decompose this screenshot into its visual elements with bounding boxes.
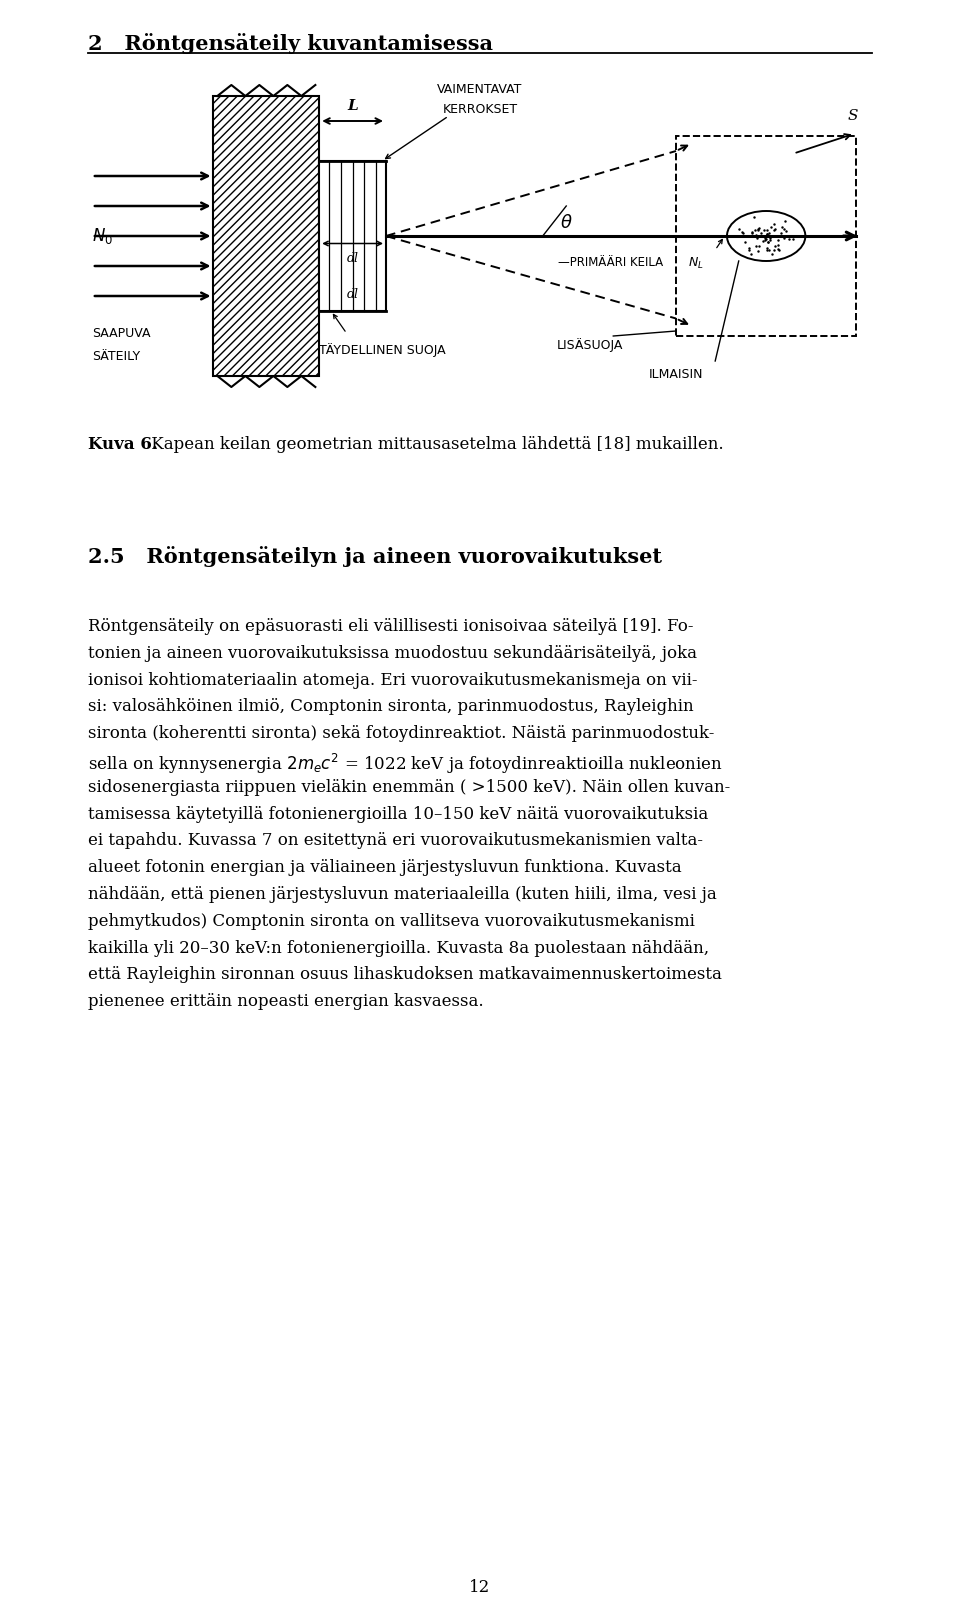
Text: 2.5   Röntgensäteilyn ja aineen vuorovaikutukset: 2.5 Röntgensäteilyn ja aineen vuorovaiku… <box>88 546 662 567</box>
Text: sella on kynnysenergia $2m_ec^2$ = 1022 keV ja fotoydinreaktioilla nukleonien: sella on kynnysenergia $2m_ec^2$ = 1022 … <box>88 751 723 776</box>
Text: S: S <box>847 110 857 123</box>
Text: Kuva 6.: Kuva 6. <box>88 436 157 453</box>
Text: LISÄSUOJA: LISÄSUOJA <box>557 338 623 353</box>
Polygon shape <box>213 96 320 376</box>
Text: VAIMENTAVAT: VAIMENTAVAT <box>438 84 522 97</box>
Text: ionisoi kohtiomateriaalin atomeja. Eri vuorovaikutusmekanismeja on vii-: ionisoi kohtiomateriaalin atomeja. Eri v… <box>88 672 698 688</box>
Text: $\theta$: $\theta$ <box>560 214 572 232</box>
Polygon shape <box>320 160 386 311</box>
Text: nähdään, että pienen järjestysluvun materiaaleilla (kuten hiili, ilma, vesi ja: nähdään, että pienen järjestysluvun mate… <box>88 886 717 903</box>
Text: sironta (koherentti sironta) sekä fotoydinreaktiot. Näistä parinmuodostuk-: sironta (koherentti sironta) sekä fotoyd… <box>88 725 714 742</box>
Text: alueet fotonin energian ja väliaineen järjestysluvun funktiona. Kuvasta: alueet fotonin energian ja väliaineen jä… <box>88 860 682 876</box>
Text: $N_L$: $N_L$ <box>687 256 704 270</box>
Text: $N_0$: $N_0$ <box>92 227 113 246</box>
Text: dl: dl <box>347 253 359 266</box>
Text: ei tapahdu. Kuvassa 7 on esitettynä eri vuorovaikutusmekanismien valta-: ei tapahdu. Kuvassa 7 on esitettynä eri … <box>88 832 703 850</box>
Text: sidosenergiasta riippuen vieläkin enemmän ( >1500 keV). Näin ollen kuvan-: sidosenergiasta riippuen vieläkin enemmä… <box>88 779 731 797</box>
Text: että Rayleighin sironnan osuus lihaskudoksen matkavaimennuskertoimesta: että Rayleighin sironnan osuus lihaskudo… <box>88 967 722 983</box>
Text: dl: dl <box>347 288 359 301</box>
Text: ILMAISIN: ILMAISIN <box>649 369 704 382</box>
Text: pienenee erittäin nopeasti energian kasvaessa.: pienenee erittäin nopeasti energian kasv… <box>88 992 484 1010</box>
Text: Röntgensäteily on epäsuorasti eli välillisesti ionisoivaa säteilyä [19]. Fo-: Röntgensäteily on epäsuorasti eli välill… <box>88 618 693 635</box>
Text: TÄYDELLINEN SUOJA: TÄYDELLINEN SUOJA <box>319 343 445 358</box>
Text: Kapean keilan geometrian mittausasetelma lähdettä [18] mukaillen.: Kapean keilan geometrian mittausasetelma… <box>146 436 724 453</box>
Text: L: L <box>348 99 358 113</box>
Text: SÄTEILY: SÄTEILY <box>92 350 140 363</box>
Text: 2   Röntgensäteily kuvantamisessa: 2 Röntgensäteily kuvantamisessa <box>88 32 493 53</box>
Text: tamisessa käytetyillä fotonienergioilla 10–150 keV näitä vuorovaikutuksia: tamisessa käytetyillä fotonienergioilla … <box>88 806 708 822</box>
Text: tonien ja aineen vuorovaikutuksissa muodostuu sekundäärisäteilyä, joka: tonien ja aineen vuorovaikutuksissa muod… <box>88 644 697 662</box>
Text: KERROKSET: KERROKSET <box>443 104 517 117</box>
Text: kaikilla yli 20–30 keV:n fotonienergioilla. Kuvasta 8a puolestaan nähdään,: kaikilla yli 20–30 keV:n fotonienergioil… <box>88 939 709 957</box>
Text: SAAPUVA: SAAPUVA <box>92 327 151 340</box>
Text: —PRIMÄÄRI KEILA: —PRIMÄÄRI KEILA <box>559 256 671 269</box>
Text: pehmytkudos) Comptonin sironta on vallitseva vuorovaikutusmekanismi: pehmytkudos) Comptonin sironta on vallit… <box>88 913 695 929</box>
Text: 12: 12 <box>469 1579 491 1595</box>
Text: si: valosähköinen ilmiö, Comptonin sironta, parinmuodostus, Rayleighin: si: valosähköinen ilmiö, Comptonin siron… <box>88 698 694 716</box>
